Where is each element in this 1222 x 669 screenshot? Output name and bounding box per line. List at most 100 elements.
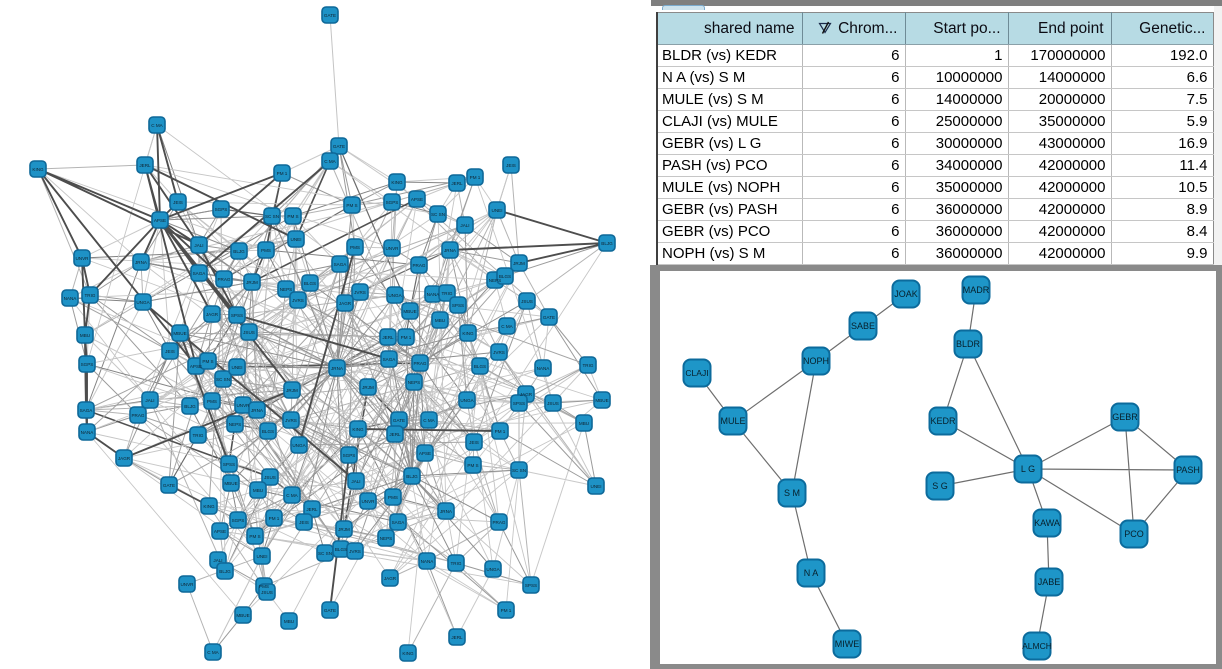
svg-text:JRNA: JRNA — [251, 408, 264, 413]
svg-text:JAGR: JAGR — [520, 392, 533, 397]
svg-text:MBU: MBU — [435, 318, 445, 323]
svg-text:UNVR: UNVR — [385, 246, 399, 251]
svg-text:JRNA: JRNA — [135, 260, 148, 265]
svg-text:GEBR: GEBR — [1112, 412, 1138, 422]
svg-text:BLGS: BLGS — [304, 281, 316, 286]
svg-text:JERL: JERL — [451, 181, 463, 186]
svg-text:MADR: MADR — [963, 285, 990, 295]
svg-text:SAGA: SAGA — [383, 357, 397, 362]
svg-text:S M: S M — [784, 488, 800, 498]
svg-text:JSUS: JSUS — [261, 590, 273, 595]
svg-text:JRNA: JRNA — [440, 509, 453, 514]
svg-text:PM S: PM S — [287, 214, 298, 219]
svg-text:UNVR: UNVR — [75, 256, 89, 261]
svg-text:SABE: SABE — [851, 321, 875, 331]
svg-text:SAGA: SAGA — [392, 520, 406, 525]
svg-text:NOPH: NOPH — [803, 356, 829, 366]
svg-text:PMS: PMS — [261, 248, 271, 253]
svg-text:PMS: PMS — [259, 584, 269, 589]
svg-text:NEPS: NEPS — [280, 287, 293, 292]
svg-text:UNEI: UNEI — [591, 484, 602, 489]
svg-text:JAGR: JAGR — [339, 301, 352, 306]
svg-text:JEIS: JEIS — [506, 163, 516, 168]
svg-text:APSE: APSE — [411, 197, 423, 202]
svg-text:TRIG: TRIG — [583, 363, 594, 368]
svg-text:C MA: C MA — [286, 493, 298, 498]
svg-text:JALI: JALI — [460, 223, 469, 228]
svg-text:JALI: JALI — [213, 558, 222, 563]
svg-text:JRNA: JRNA — [444, 248, 457, 253]
svg-text:PRAG: PRAG — [412, 263, 425, 268]
svg-text:MBU: MBU — [253, 488, 263, 493]
svg-text:JRJM: JRJM — [286, 388, 298, 393]
svg-text:SGPS: SGPS — [386, 200, 399, 205]
svg-text:PM 1: PM 1 — [277, 171, 288, 176]
svg-text:PM 1: PM 1 — [470, 175, 481, 180]
svg-text:JERL: JERL — [382, 335, 394, 340]
svg-text:PM S: PM S — [467, 463, 478, 468]
svg-text:JRJM: JRJM — [362, 385, 374, 390]
svg-text:KING: KING — [352, 427, 364, 432]
svg-text:UNVR: UNVR — [361, 499, 375, 504]
svg-text:GATE: GATE — [333, 144, 345, 149]
svg-text:JEIS: JEIS — [173, 200, 183, 205]
svg-text:C MA: C MA — [151, 123, 163, 128]
svg-text:JRNA: JRNA — [331, 366, 344, 371]
svg-text:BLJG: BLJG — [219, 569, 231, 574]
svg-text:JSUS: JSUS — [264, 475, 276, 480]
svg-text:MBUE: MBUE — [595, 398, 608, 403]
svg-text:KING: KING — [402, 651, 414, 656]
svg-text:PASH: PASH — [1176, 465, 1200, 475]
svg-text:PRAG: PRAG — [492, 520, 505, 525]
svg-text:PM 1: PM 1 — [501, 608, 512, 613]
svg-text:SGPS: SGPS — [215, 207, 228, 212]
svg-text:KING: KING — [32, 167, 44, 172]
svg-text:ALMCH: ALMCH — [1022, 641, 1052, 651]
svg-text:NANA: NANA — [64, 296, 78, 301]
svg-text:NEPS: NEPS — [380, 536, 393, 541]
svg-text:SC SN: SC SN — [318, 551, 332, 556]
svg-text:TRIG: TRIG — [451, 561, 462, 566]
svg-text:JSUS: JSUS — [521, 299, 533, 304]
svg-text:C MA: C MA — [324, 159, 336, 164]
svg-text:PRAG: PRAG — [131, 413, 144, 418]
svg-text:JERL: JERL — [139, 163, 151, 168]
svg-text:UNGA: UNGA — [292, 443, 306, 448]
svg-text:APSE: APSE — [214, 529, 226, 534]
svg-text:BLJG: BLJG — [233, 249, 245, 254]
svg-text:SPSS: SPSS — [513, 401, 525, 406]
svg-text:GATE: GATE — [163, 483, 175, 488]
svg-text:BLGS: BLGS — [474, 364, 486, 369]
svg-text:JVRS: JVRS — [285, 418, 297, 423]
svg-text:PM 1: PM 1 — [495, 429, 506, 434]
svg-text:JRJM: JRJM — [513, 261, 525, 266]
svg-text:BLJG: BLJG — [406, 474, 418, 479]
svg-text:BLGS: BLGS — [262, 429, 274, 434]
svg-text:MBUE: MBUE — [224, 481, 237, 486]
svg-text:MBUE: MBUE — [403, 309, 416, 314]
svg-text:TRIG: TRIG — [442, 291, 453, 296]
svg-text:SPSS: SPSS — [223, 462, 235, 467]
svg-text:JERL: JERL — [451, 635, 463, 640]
svg-text:UNEI: UNEI — [257, 554, 268, 559]
svg-text:KING: KING — [203, 504, 215, 509]
svg-text:JAGR: JAGR — [206, 312, 219, 317]
svg-text:C MA: C MA — [423, 418, 435, 423]
svg-text:BLGS: BLGS — [499, 274, 511, 279]
svg-text:PMS: PMS — [350, 245, 360, 250]
svg-text:PM S: PM S — [346, 203, 357, 208]
svg-text:C MA: C MA — [207, 650, 219, 655]
svg-text:SGPS: SGPS — [343, 453, 356, 458]
svg-text:UNGA: UNGA — [460, 398, 474, 403]
svg-text:SC SN: SC SN — [265, 214, 279, 219]
svg-text:UNEI: UNEI — [232, 365, 243, 370]
svg-text:TRIG: TRIG — [85, 293, 96, 298]
svg-text:JRJM: JRJM — [246, 280, 258, 285]
svg-text:JEIS: JEIS — [165, 349, 175, 354]
svg-text:PM S: PM S — [202, 359, 213, 364]
svg-text:JAGR: JAGR — [384, 576, 397, 581]
svg-text:L G: L G — [1021, 464, 1035, 474]
svg-text:MULE: MULE — [720, 416, 745, 426]
svg-text:JEIS: JEIS — [469, 440, 479, 445]
svg-text:UNGA: UNGA — [486, 567, 500, 572]
